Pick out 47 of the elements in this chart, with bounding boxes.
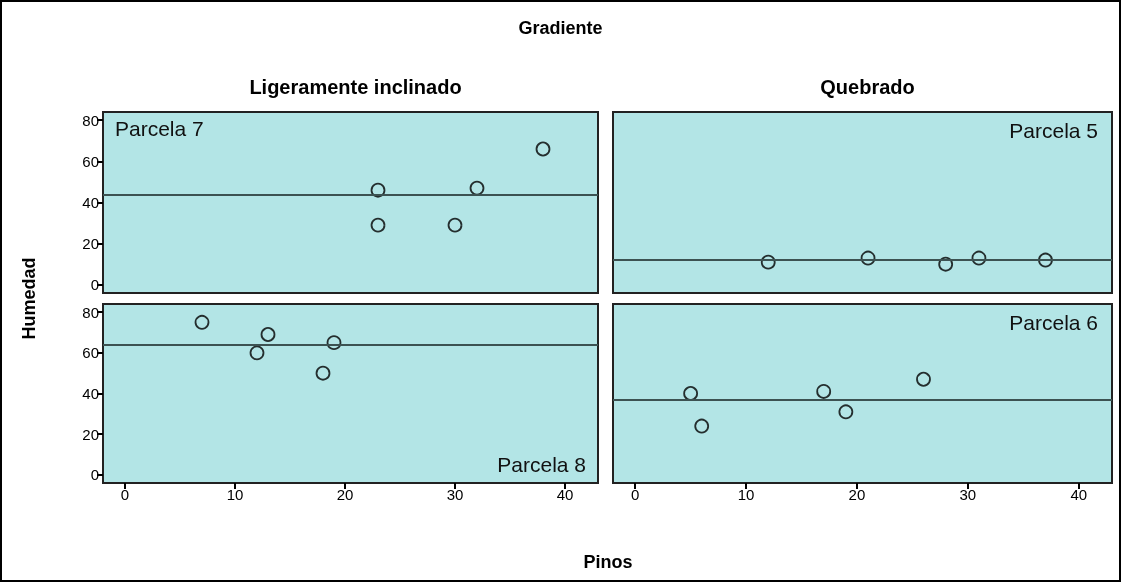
y-tick-label: 40 [82, 194, 99, 211]
point [1038, 252, 1053, 268]
point [315, 365, 331, 381]
point [260, 327, 276, 342]
point [816, 384, 832, 399]
x-tick-label: 20 [848, 486, 866, 503]
point [447, 217, 463, 233]
annotation: Parcela 8 [497, 453, 586, 476]
y-tick-label: 40 [82, 385, 99, 402]
x-tick-label: 30 [446, 486, 464, 503]
x-tick-label: 40 [1070, 486, 1088, 503]
point [326, 335, 342, 351]
point [760, 254, 776, 270]
point [370, 217, 386, 233]
y-tick-label: 20 [82, 425, 99, 443]
x-tick-label: 0 [120, 486, 130, 503]
point [535, 141, 551, 157]
x-tick-label: 30 [959, 486, 977, 503]
point [194, 314, 210, 330]
x-tick-label: 10 [226, 486, 244, 503]
point [916, 371, 931, 387]
y-tick-label: 80 [82, 303, 99, 321]
y-tick-label: 80 [82, 111, 99, 129]
point [370, 182, 386, 198]
y-axis-title: Humedad [18, 257, 40, 340]
x-tick-label: 10 [737, 486, 755, 503]
x-tick-label: 20 [336, 486, 354, 503]
annotation: Parcela 7 [115, 117, 204, 140]
y-tick-label: 60 [82, 152, 99, 170]
point [469, 180, 485, 196]
annotation: Parcela 5 [1009, 119, 1098, 142]
y-tick-label: 20 [82, 235, 99, 253]
x-tick-label: 0 [631, 486, 640, 503]
y-tick-label: 60 [82, 344, 99, 362]
point [860, 250, 876, 266]
point [838, 404, 854, 420]
point [971, 250, 987, 266]
chart-subtitle: Quebrado [820, 76, 915, 98]
x-axis-title: Pinos [582, 552, 634, 573]
point [249, 345, 265, 361]
point [683, 386, 699, 401]
x-tick-label: 40 [556, 486, 574, 503]
point [694, 418, 710, 434]
chart-subtitle: Ligeramente inclinado [249, 76, 462, 98]
point [938, 256, 954, 272]
annotation: Parcela 6 [1009, 311, 1098, 334]
chart-title: Gradiente [517, 18, 604, 39]
